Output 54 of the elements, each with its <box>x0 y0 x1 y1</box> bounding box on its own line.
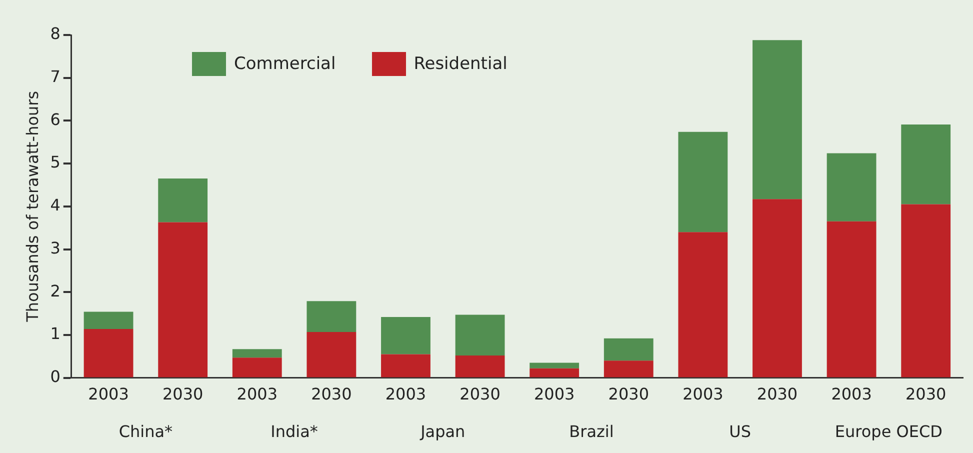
bar <box>678 132 728 232</box>
bar <box>232 349 282 358</box>
y-tick-label: 6 <box>50 110 60 129</box>
x-tick-label: 2030 <box>608 384 649 404</box>
bar <box>604 338 654 361</box>
text: China* <box>118 422 173 441</box>
bar <box>752 199 802 378</box>
x-tick-label: 2003 <box>534 384 575 404</box>
x-tick-label: 2003 <box>88 384 129 404</box>
x-tick-label: 2030 <box>460 384 500 404</box>
y-axis-title: Thousands of terawatt-hours <box>22 90 42 323</box>
bar <box>381 316 430 354</box>
text: Europe OECD <box>834 422 942 441</box>
x-tick-label: 2030 <box>162 384 204 404</box>
x-tick-label: 2003 <box>831 384 872 404</box>
legend-label: Residential <box>414 54 508 74</box>
x-tick-label: 2030 <box>905 384 946 404</box>
y-tick-label: 5 <box>50 152 60 172</box>
text: US <box>729 422 752 441</box>
x-tick-label: 2030 <box>311 384 352 404</box>
bar <box>455 356 505 378</box>
text: Brazil <box>569 422 614 441</box>
bar <box>455 314 505 356</box>
y-tick-label: 1 <box>50 324 60 344</box>
y-tick-label: 3 <box>50 238 60 258</box>
bar <box>84 312 134 329</box>
bar <box>826 221 876 378</box>
bar <box>901 204 951 378</box>
x-tick-label: 2003 <box>385 384 426 404</box>
bar <box>381 354 430 378</box>
y-tick-label: 4 <box>50 196 60 215</box>
bar <box>306 301 356 332</box>
bar <box>752 40 802 200</box>
bar <box>678 232 728 378</box>
bar <box>232 358 282 378</box>
y-tick-label: 8 <box>50 24 60 44</box>
text: India* <box>270 422 318 441</box>
y-tick-label: 7 <box>50 67 60 86</box>
x-tick-label: 2003 <box>236 384 278 404</box>
bar <box>530 362 580 368</box>
y-tick-label: 2 <box>50 281 60 300</box>
bar <box>306 332 356 378</box>
x-tick-label: 2003 <box>682 384 724 404</box>
x-tick-label: 2030 <box>756 384 798 404</box>
bar <box>530 368 580 378</box>
y-tick-label: 0 <box>50 366 60 386</box>
bar <box>158 222 208 378</box>
bar <box>84 328 134 378</box>
text: Japan <box>420 422 466 441</box>
bar <box>901 124 951 204</box>
bar <box>158 178 208 222</box>
legend-label: Commercial <box>234 54 336 74</box>
bar <box>826 153 876 222</box>
bar <box>604 360 654 378</box>
